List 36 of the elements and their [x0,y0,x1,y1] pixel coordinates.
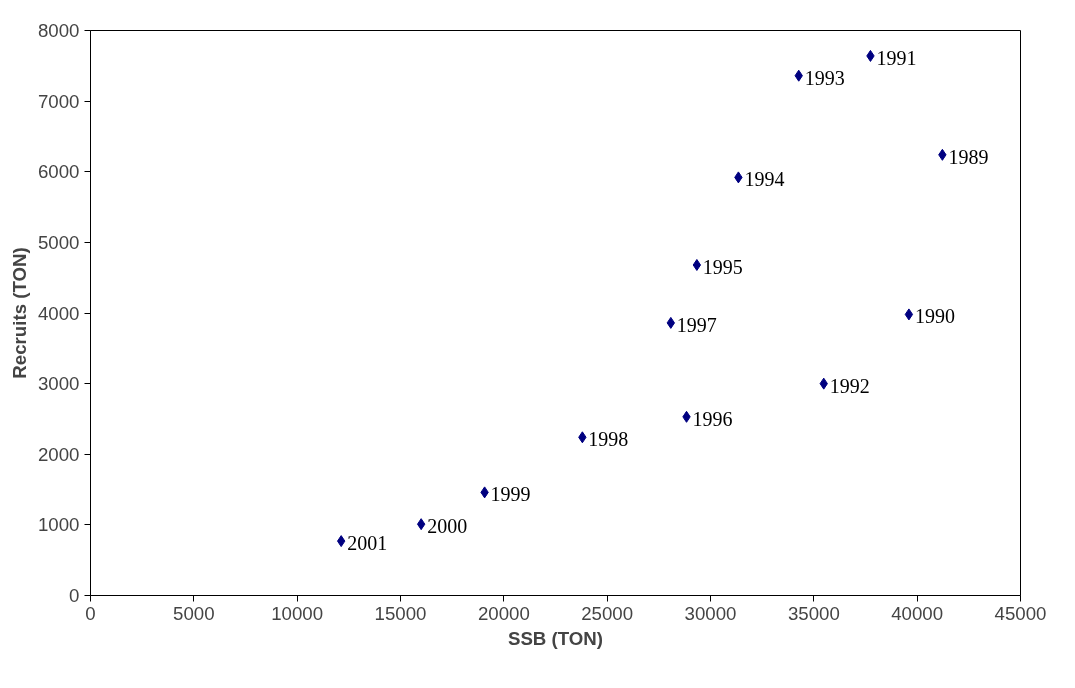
y-tick-label: 0 [69,585,80,606]
y-tick-label: 8000 [38,20,80,41]
x-tick-label: 30000 [684,602,737,624]
y-tick-label: 6000 [38,161,80,183]
x-tick-label: 0 [85,602,96,624]
y-axis-title: Recruits (TON) [9,247,30,379]
annotation: 2000 [427,515,468,538]
x-tick-label: 25000 [581,602,634,624]
y-tick-label: 2000 [38,443,80,465]
annotation: 1990 [914,305,955,328]
annotation: 1989 [948,145,989,168]
x-tick-label: 10000 [271,602,324,624]
x-tick-label: 45000 [994,602,1047,624]
x-tick-label: 20000 [477,602,530,624]
y-tick-label: 1000 [38,514,80,536]
annotation: 1997 [676,313,717,336]
annotation: 1995 [702,255,743,278]
annotation: 2001 [347,532,388,555]
y-tick-label: 3000 [38,373,80,395]
annotation: 1999 [490,483,531,506]
y-tick-label: 5000 [38,231,80,253]
annotation: 1993 [804,66,845,89]
x-axis-title: SSB (TON) [507,627,604,649]
x-tick-label: 40000 [891,602,944,624]
annotation: 1991 [876,46,917,69]
y-tick-label: 7000 [38,90,80,112]
annotation: 1994 [744,168,785,191]
annotation: 1998 [588,428,629,451]
y-tick-label: 4000 [38,302,80,324]
x-tick-label: 15000 [374,602,427,624]
point [692,258,702,271]
x-tick-label: 5000 [173,602,215,624]
annotation: 1992 [829,374,870,397]
annotation: 1996 [692,407,733,430]
x-tick-label: 35000 [787,602,840,624]
point [904,308,914,321]
